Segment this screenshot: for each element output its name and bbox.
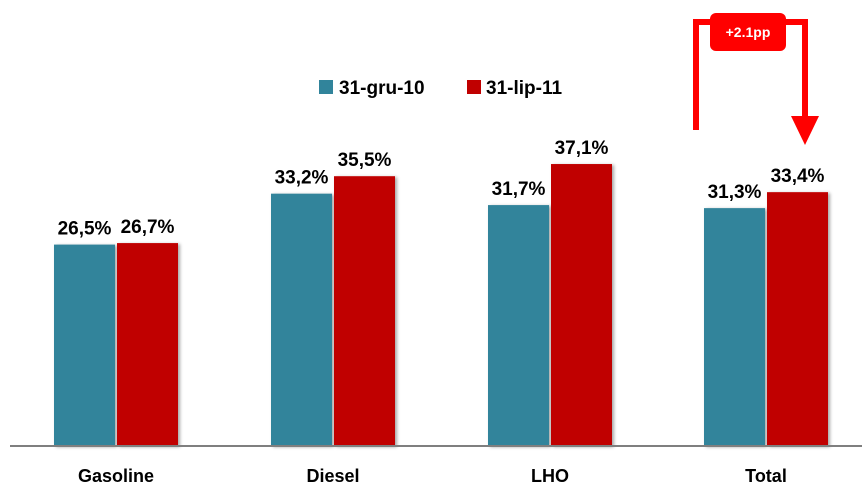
value-label-gasoline-series-0: 26,5% <box>58 219 112 240</box>
legend-swatch-series-1 <box>467 80 481 94</box>
value-label-total-series-1: 33,4% <box>771 166 825 187</box>
annotation-arrowhead <box>791 116 819 145</box>
category-label-lho: LHO <box>531 466 569 486</box>
bar-diesel-series-1 <box>334 176 395 446</box>
value-label-diesel-series-1: 35,5% <box>338 150 392 171</box>
legend-swatch-series-0 <box>319 80 333 94</box>
bar-diesel-series-0 <box>271 193 332 446</box>
bar-lho-series-0 <box>488 205 549 446</box>
value-label-total-series-0: 31,3% <box>708 182 762 203</box>
bar-gasoline-series-1 <box>117 243 178 446</box>
category-labels-group: Gasoline Diesel LHO Total <box>78 466 787 486</box>
bar-total-series-1 <box>767 192 828 446</box>
legend: 31-gru-10 31-lip-11 <box>319 78 562 99</box>
category-label-gasoline: Gasoline <box>78 466 154 486</box>
difference-annotation: +2.1pp <box>693 13 819 145</box>
legend-label-series-1: 31-lip-11 <box>486 78 562 99</box>
value-label-diesel-series-0: 33,2% <box>275 168 329 189</box>
category-label-diesel: Diesel <box>306 466 359 486</box>
bar-total-series-0 <box>704 208 765 446</box>
bars-group <box>54 164 828 447</box>
category-label-total: Total <box>745 466 787 486</box>
value-label-gasoline-series-1: 26,7% <box>121 217 175 238</box>
annotation-text: +2.1pp <box>726 24 771 40</box>
annotation-badge <box>710 13 786 51</box>
value-labels-group: 26,5% 26,7% 33,2% 35,5% 31,7% 37,1% 31,3% 33,4% <box>58 138 825 240</box>
value-label-lho-series-0: 31,7% <box>492 179 546 200</box>
bar-gasoline-series-0 <box>54 244 115 446</box>
bar-lho-series-1 <box>551 164 612 447</box>
legend-label-series-0: 31-gru-10 <box>339 78 425 99</box>
value-label-lho-series-1: 37,1% <box>555 138 609 159</box>
